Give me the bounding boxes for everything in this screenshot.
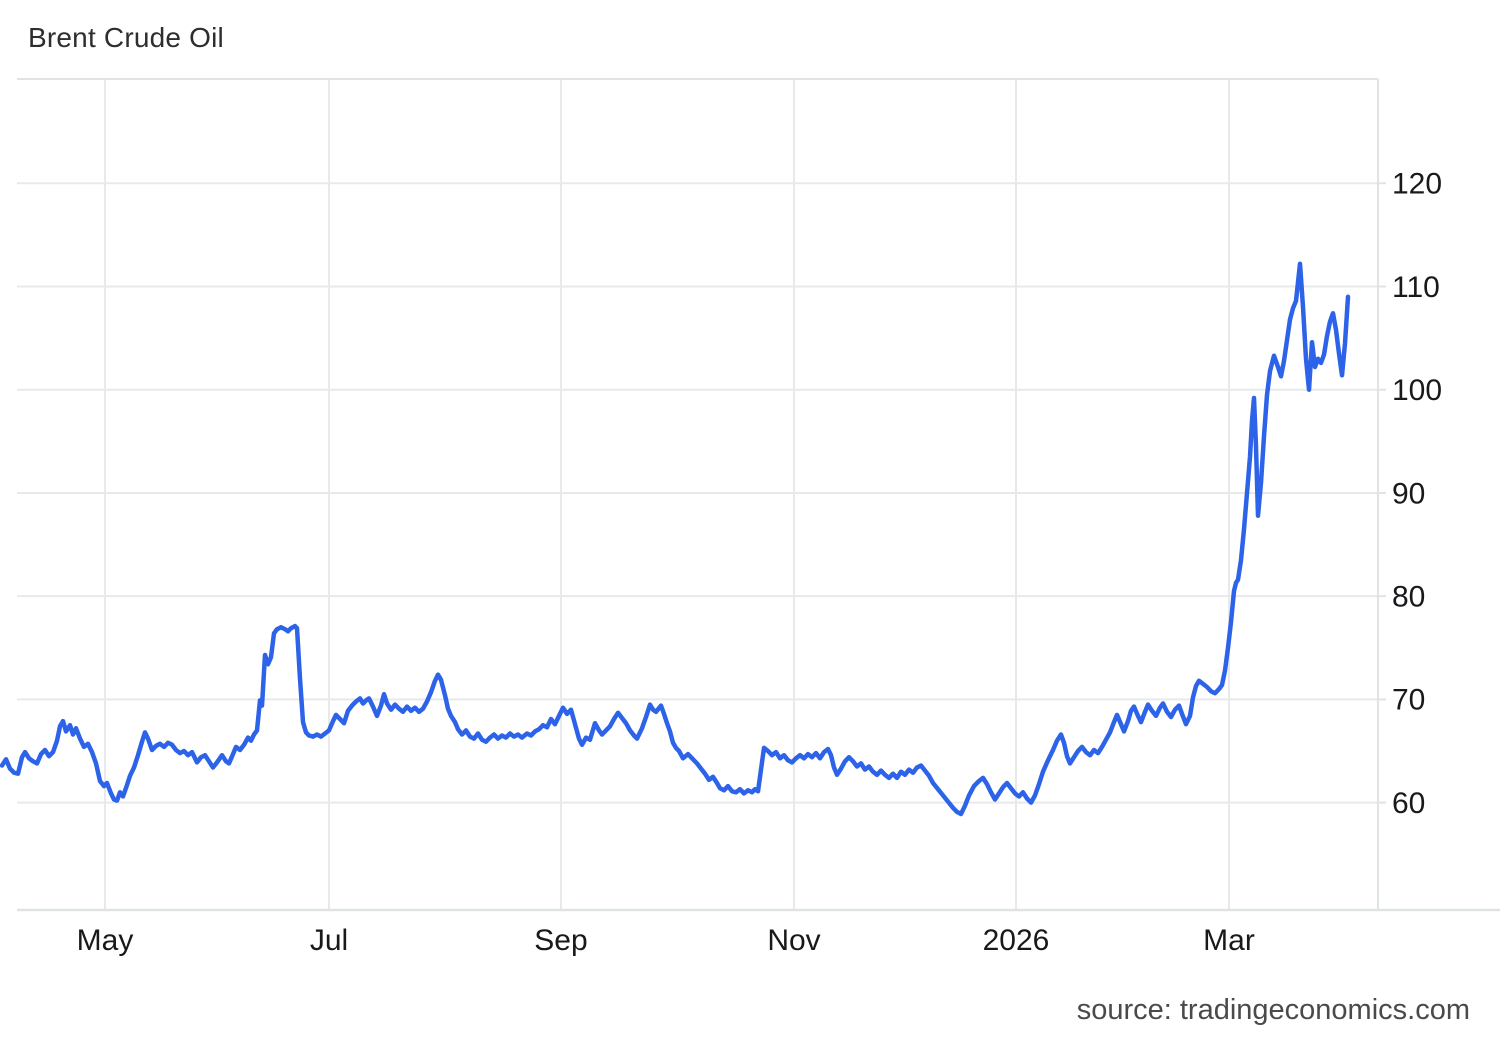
x-axis-tick-label: 2026: [983, 924, 1050, 957]
source-attribution: source: tradingeconomics.com: [1076, 994, 1470, 1026]
chart-title: Brent Crude Oil: [28, 22, 224, 53]
x-axis-tick-label: Nov: [767, 924, 820, 957]
x-axis-tick-label: May: [77, 924, 134, 957]
y-axis-tick-label: 110: [1392, 271, 1440, 304]
y-axis-tick-label: 70: [1392, 684, 1425, 717]
x-axis-tick-label: Mar: [1203, 924, 1255, 957]
y-axis-tick-label: 120: [1392, 168, 1442, 201]
y-axis-tick-label: 60: [1392, 787, 1425, 820]
x-axis-tick-label: Jul: [310, 924, 348, 957]
y-axis-tick-label: 90: [1392, 477, 1425, 510]
y-axis-tick-label: 80: [1392, 581, 1425, 614]
y-axis-tick-label: 100: [1392, 374, 1442, 407]
x-axis-tick-label: Sep: [534, 924, 587, 957]
price-series-line: [0, 261, 1351, 817]
